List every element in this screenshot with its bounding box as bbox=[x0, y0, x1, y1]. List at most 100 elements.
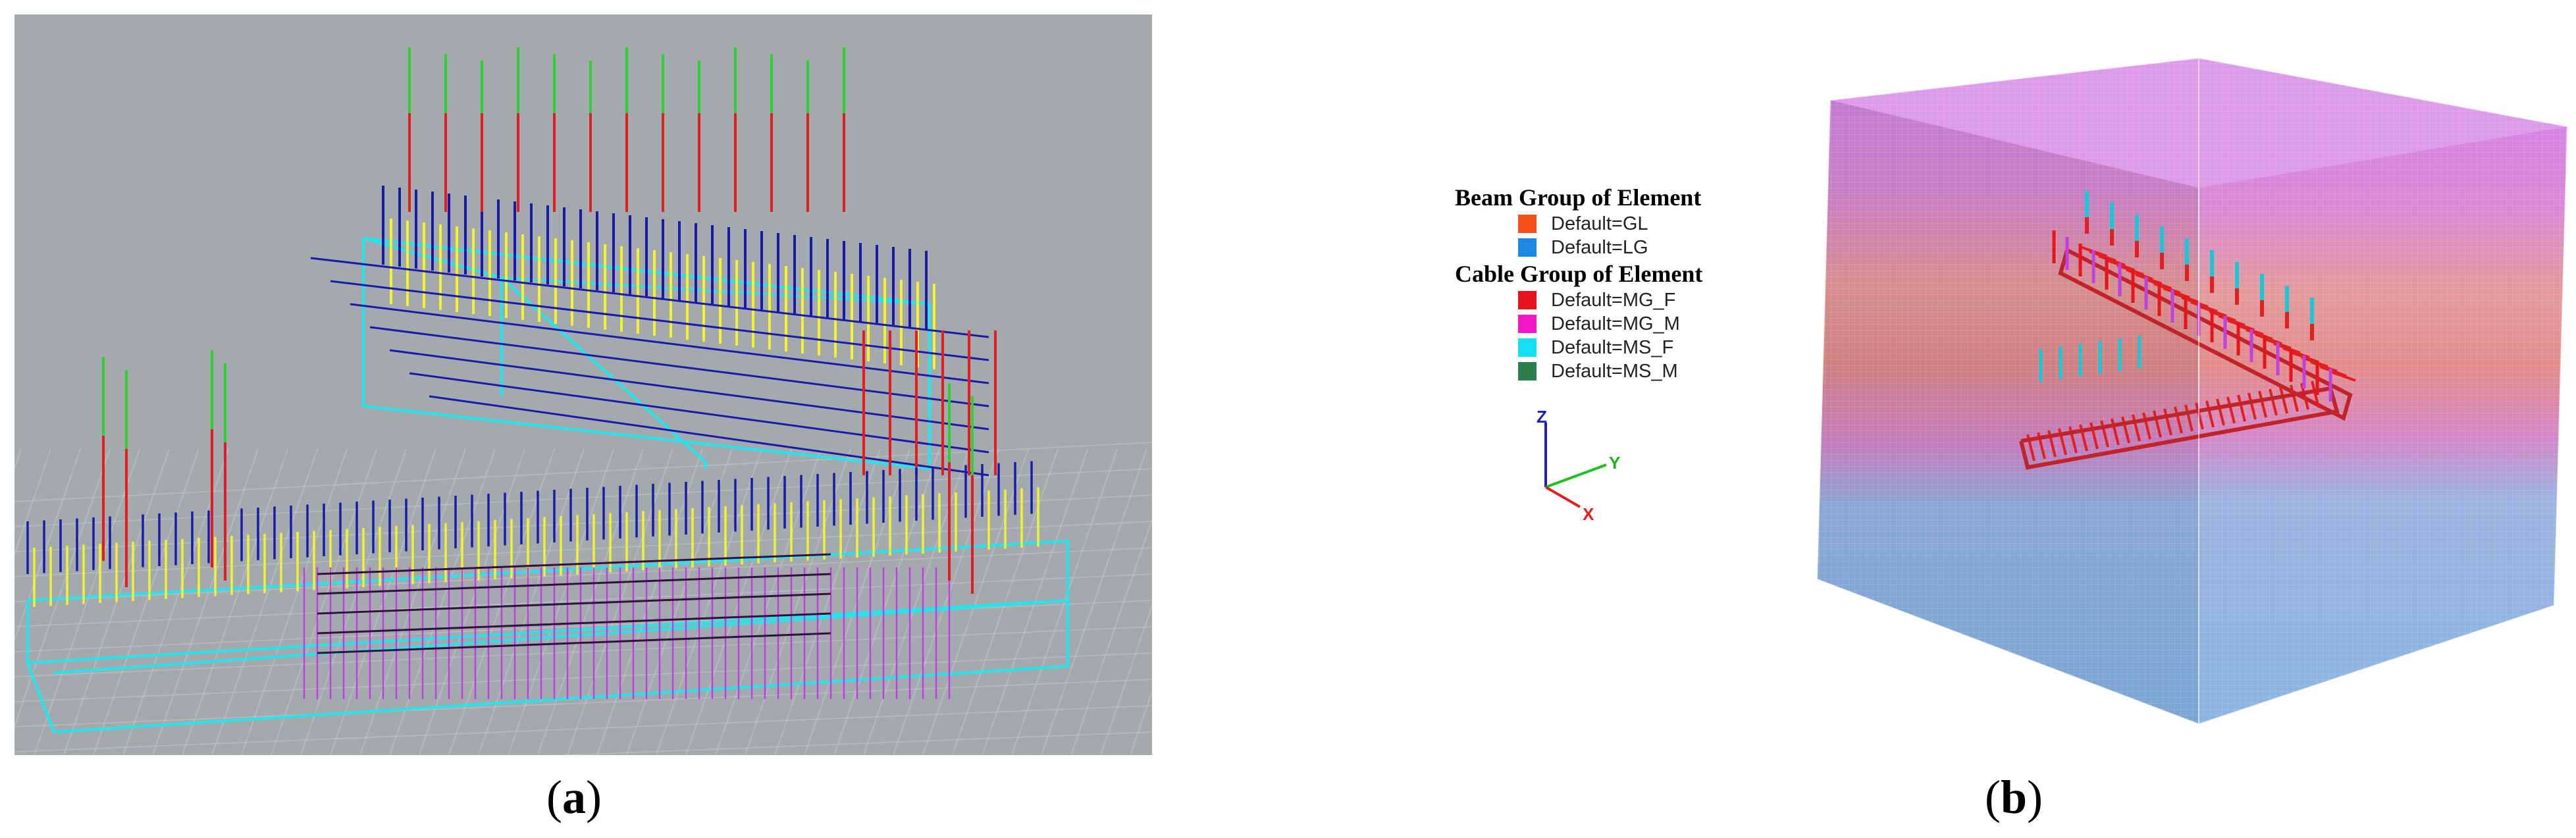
bolt-element bbox=[2184, 404, 2194, 432]
legend-item: Default=GL bbox=[1518, 212, 1764, 236]
x-axis-label: X bbox=[1583, 504, 1594, 524]
legend-label: Default=GL bbox=[1551, 213, 1648, 234]
grid-line bbox=[922, 448, 1029, 755]
grid-line bbox=[537, 448, 644, 755]
bolt-element bbox=[2258, 390, 2267, 418]
y-axis-line bbox=[1545, 463, 1607, 488]
horizontal-bolt bbox=[310, 257, 989, 338]
grid-line bbox=[93, 448, 199, 755]
grid-line bbox=[241, 448, 348, 755]
x-axis-line bbox=[1545, 486, 1581, 508]
support-elements-a bbox=[26, 47, 1069, 733]
legend-label: Default=MG_M bbox=[1551, 313, 1680, 334]
horizontal-bolt bbox=[389, 349, 989, 431]
grid-line bbox=[1041, 448, 1147, 755]
grid-line bbox=[656, 448, 762, 755]
horizontal-bolt bbox=[369, 326, 989, 407]
legend-swatch bbox=[1518, 315, 1537, 333]
grid-line bbox=[626, 448, 733, 755]
caption-a-close: ) bbox=[585, 771, 602, 824]
grid-line bbox=[389, 448, 496, 755]
legend-item: Default=MG_F bbox=[1518, 288, 1764, 312]
grid-line bbox=[863, 448, 970, 755]
tunnel-supports-b bbox=[2019, 191, 2356, 470]
lower-tunnel-edge bbox=[53, 665, 1068, 733]
grid-line bbox=[182, 448, 288, 755]
soil-block-model-b bbox=[1816, 57, 2569, 725]
caption-b-close: ) bbox=[2027, 771, 2043, 824]
legend-label: Default=LG bbox=[1551, 236, 1648, 258]
tunnel-model-a bbox=[14, 47, 1152, 755]
lower-tunnel-edge bbox=[53, 599, 1068, 674]
legend-beam-title: Beam Group of Element bbox=[1455, 184, 1702, 211]
grid-line bbox=[419, 448, 525, 755]
horizontal-bolt bbox=[317, 592, 831, 615]
y-axis-label: Y bbox=[1609, 453, 1620, 473]
grid-line bbox=[14, 468, 1152, 527]
bolt-element bbox=[2174, 406, 2183, 434]
grid-line bbox=[1130, 690, 1152, 755]
bolt-element bbox=[2247, 392, 2257, 420]
tunnel-arm-1 bbox=[2058, 248, 2353, 421]
bolt-element bbox=[2132, 414, 2141, 442]
bolt-element bbox=[2142, 412, 2151, 440]
caption-b: (b) bbox=[1985, 770, 2043, 825]
horizontal-bolt bbox=[317, 573, 831, 595]
grid-line bbox=[774, 448, 881, 755]
bolt-element bbox=[2290, 384, 2299, 412]
grid-line bbox=[715, 448, 822, 755]
grid-line bbox=[359, 448, 466, 755]
legend-item: Default=MG_M bbox=[1518, 312, 1764, 336]
viewport-a bbox=[14, 14, 1152, 755]
grid-line bbox=[14, 494, 1152, 552]
horizontal-bolt bbox=[330, 280, 989, 361]
upper-tunnel-outline bbox=[362, 237, 931, 471]
grid-line bbox=[14, 705, 1152, 752]
bolt-element bbox=[2121, 416, 2130, 444]
caption-a: (a) bbox=[546, 770, 602, 825]
grid-line bbox=[952, 448, 1059, 755]
bolt-element bbox=[2311, 380, 2320, 408]
bolt-element bbox=[2100, 420, 2109, 448]
horizontal-bolt bbox=[317, 612, 831, 635]
grid-line bbox=[14, 652, 1152, 702]
grid-line bbox=[14, 442, 1152, 502]
block-right-mesh bbox=[2199, 126, 2567, 724]
block-left-mesh bbox=[1817, 100, 2199, 724]
bolt-element bbox=[2111, 418, 2120, 446]
legend-swatch bbox=[1518, 215, 1537, 233]
legend-item: Default=LG bbox=[1518, 236, 1764, 259]
grid-line bbox=[14, 521, 1152, 577]
grid-line bbox=[1070, 518, 1152, 755]
bolt-element bbox=[2269, 388, 2278, 416]
bolt-element bbox=[2216, 398, 2225, 426]
legend-swatch bbox=[1518, 291, 1537, 309]
legend-swatch bbox=[1518, 238, 1537, 257]
caption-b-open: ( bbox=[1985, 771, 2001, 824]
legend-swatch bbox=[1518, 362, 1537, 380]
caption-a-letter: a bbox=[562, 771, 586, 824]
legend-label: Default=MS_M bbox=[1551, 360, 1678, 382]
grid-line bbox=[14, 679, 1152, 727]
horizontal-bolt bbox=[317, 553, 831, 575]
legend-item: Default=MS_F bbox=[1518, 336, 1764, 359]
grid-line bbox=[211, 448, 318, 755]
bolt-element bbox=[2205, 400, 2215, 428]
grid-line bbox=[508, 448, 614, 755]
horizontal-bolt bbox=[429, 395, 989, 477]
caption-b-letter: b bbox=[2000, 771, 2028, 824]
legend-swatch bbox=[1518, 338, 1537, 357]
grid-line bbox=[34, 448, 140, 755]
horizontal-bolt bbox=[317, 632, 831, 654]
horizontal-bolt bbox=[409, 372, 989, 454]
tunnel-arm-2 bbox=[2019, 386, 2340, 470]
z-axis-label: Z bbox=[1537, 408, 1547, 427]
legend: Beam Group of Element Default=GL Default… bbox=[1455, 183, 1764, 383]
legend-item: Default=MS_M bbox=[1518, 359, 1764, 383]
bolt-element bbox=[2226, 396, 2236, 424]
grid-line bbox=[271, 448, 377, 755]
lower-tunnel-edge bbox=[26, 662, 55, 733]
bolt-element bbox=[2153, 410, 2162, 438]
caption-a-open: ( bbox=[546, 771, 562, 824]
grid-line bbox=[14, 547, 1152, 602]
